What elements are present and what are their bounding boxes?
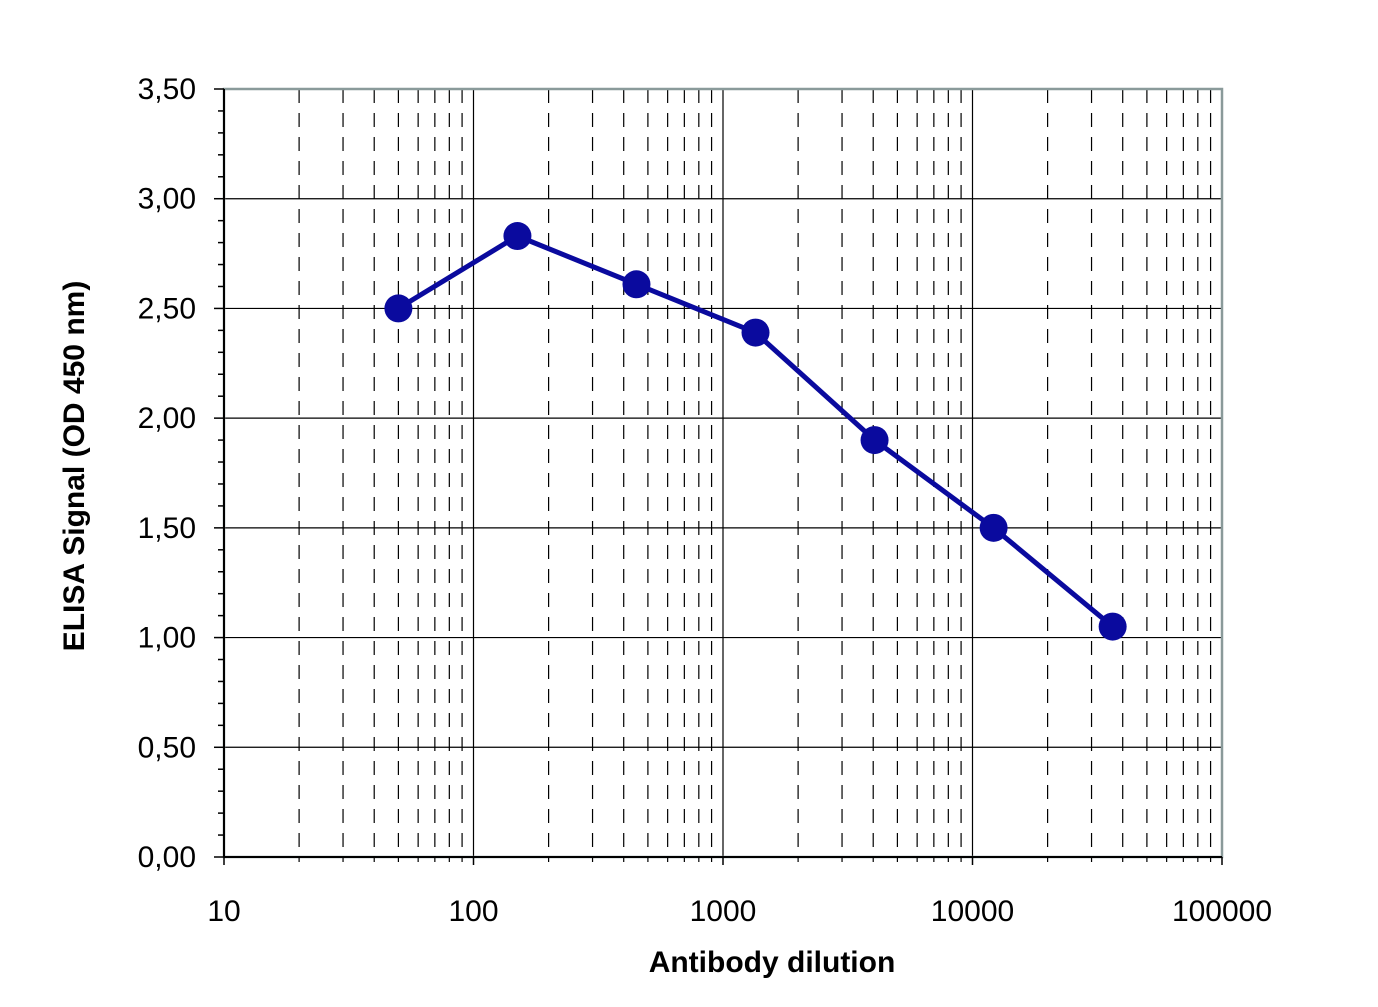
y-tick-label: 0,50 (138, 731, 196, 764)
x-tick-label: 10 (207, 895, 240, 928)
data-point (979, 513, 1008, 542)
x-axis-ticks: 10 100 1000 10000 100000 (207, 857, 1272, 928)
x-tick-label: 100000 (1172, 895, 1272, 928)
minor-grid (298, 89, 1212, 857)
data-point (622, 270, 651, 299)
y-tick-label: 3,00 (138, 183, 196, 216)
y-tick-label: 1,50 (138, 512, 196, 545)
y-tick-label: 2,50 (138, 292, 196, 325)
data-point (741, 318, 770, 347)
x-tick-label: 10000 (931, 895, 1014, 928)
x-tick-label: 1000 (690, 895, 757, 928)
data-point (503, 222, 532, 251)
y-tick-label: 2,00 (138, 402, 196, 435)
y-tick-label: 1,00 (138, 622, 196, 655)
y-axis-title: ELISA Signal (OD 450 nm) (58, 281, 91, 652)
data-point (1098, 612, 1127, 641)
y-axis-ticks: 0,00 0,50 1,00 1,50 2,00 2,50 3,00 3,50 (138, 73, 224, 874)
data-point (860, 426, 889, 455)
y-tick-label: 3,50 (138, 73, 196, 106)
data-point (384, 294, 413, 323)
y-tick-label: 0,00 (138, 841, 196, 874)
x-tick-label: 100 (448, 895, 498, 928)
x-axis-title: Antibody dilution (649, 946, 896, 979)
series-layer (384, 222, 1127, 641)
series-line (397, 233, 1115, 629)
